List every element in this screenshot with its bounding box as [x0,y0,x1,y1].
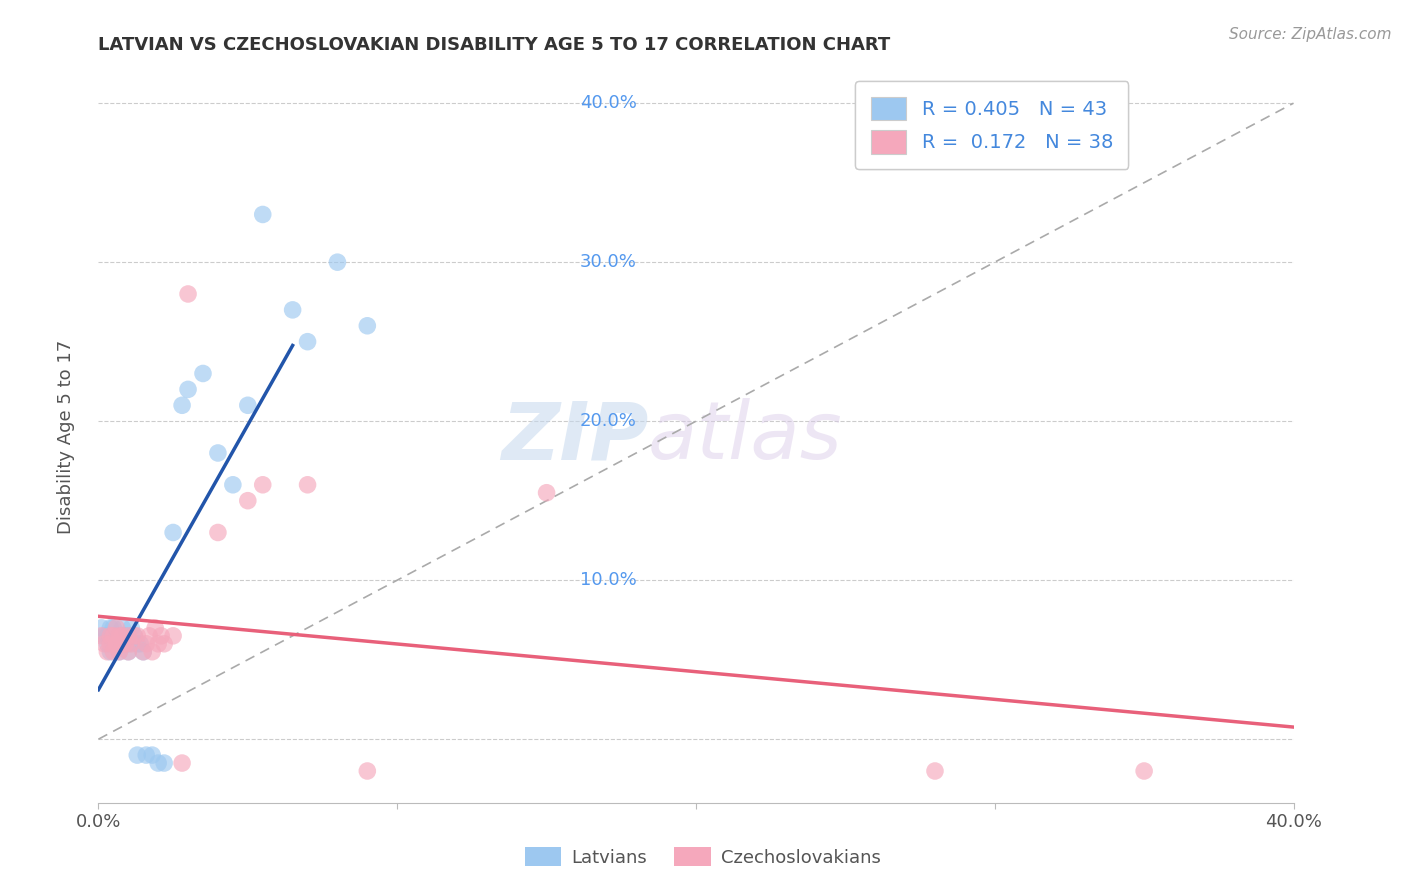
Point [108,645,131,659]
Point [141,748,163,763]
Point [177,383,200,397]
Point [103,629,125,643]
Point [148,756,170,770]
Point [162,525,184,540]
Point [108,629,131,643]
Point [236,398,259,412]
Point [105,629,128,643]
Point [117,645,139,659]
Point [207,525,229,540]
Point [103,629,125,643]
Point [93,629,115,643]
Point [536,485,558,500]
Point [236,493,259,508]
Point [326,255,349,269]
Point [103,645,125,659]
Point [114,629,136,643]
Point [281,302,304,317]
Point [148,637,170,651]
Point [98,637,122,651]
Point [141,645,163,659]
Point [108,629,131,643]
Y-axis label: Disability Age 5 to 17: Disability Age 5 to 17 [56,340,75,534]
Point [138,629,160,643]
Point [297,334,319,349]
Point [93,637,115,651]
Point [105,637,128,651]
Point [132,645,155,659]
Point [132,645,155,659]
Point [297,477,319,491]
Text: Source: ZipAtlas.com: Source: ZipAtlas.com [1229,27,1392,42]
Text: LATVIAN VS CZECHOSLOVAKIAN DISABILITY AGE 5 TO 17 CORRELATION CHART: LATVIAN VS CZECHOSLOVAKIAN DISABILITY AG… [98,36,890,54]
Point [177,287,200,301]
Point [356,318,378,333]
Legend: Latvians, Czechoslovakians: Latvians, Czechoslovakians [517,840,889,874]
Point [252,477,274,491]
Point [153,637,176,651]
Text: 20.0%: 20.0% [581,412,637,430]
Point [207,446,229,460]
Point [114,637,136,651]
Point [1133,764,1156,778]
Point [135,637,157,651]
Point [124,629,146,643]
Point [111,621,134,635]
Point [124,629,146,643]
Point [120,621,142,635]
Point [172,756,194,770]
Point [98,645,122,659]
Point [111,637,134,651]
Point [103,621,125,635]
Point [150,629,173,643]
Text: 10.0%: 10.0% [581,571,637,590]
Point [96,637,118,651]
Point [111,637,134,651]
Point [117,629,139,643]
Point [127,629,149,643]
Point [90,629,112,643]
Point [127,748,149,763]
Point [162,629,184,643]
Point [96,645,118,659]
Point [143,621,166,635]
Point [108,645,131,659]
Point [105,621,128,635]
Point [222,477,245,491]
Point [96,629,118,643]
Text: atlas: atlas [648,398,844,476]
Point [924,764,946,778]
Point [129,637,152,651]
Point [120,637,142,651]
Point [153,756,176,770]
Point [103,637,125,651]
Point [105,637,128,651]
Legend: R = 0.405   N = 43, R =  0.172   N = 38: R = 0.405 N = 43, R = 0.172 N = 38 [855,81,1129,169]
Point [114,637,136,651]
Text: 30.0%: 30.0% [581,253,637,271]
Point [117,645,139,659]
Text: 40.0%: 40.0% [581,95,637,112]
Point [191,367,214,381]
Point [117,629,139,643]
Text: ZIP: ZIP [501,398,648,476]
Point [252,207,274,221]
Point [135,748,157,763]
Point [172,398,194,412]
Point [356,764,378,778]
Point [117,637,139,651]
Point [98,629,122,643]
Point [111,629,134,643]
Point [98,621,122,635]
Point [127,637,149,651]
Point [90,621,112,635]
Point [111,629,134,643]
